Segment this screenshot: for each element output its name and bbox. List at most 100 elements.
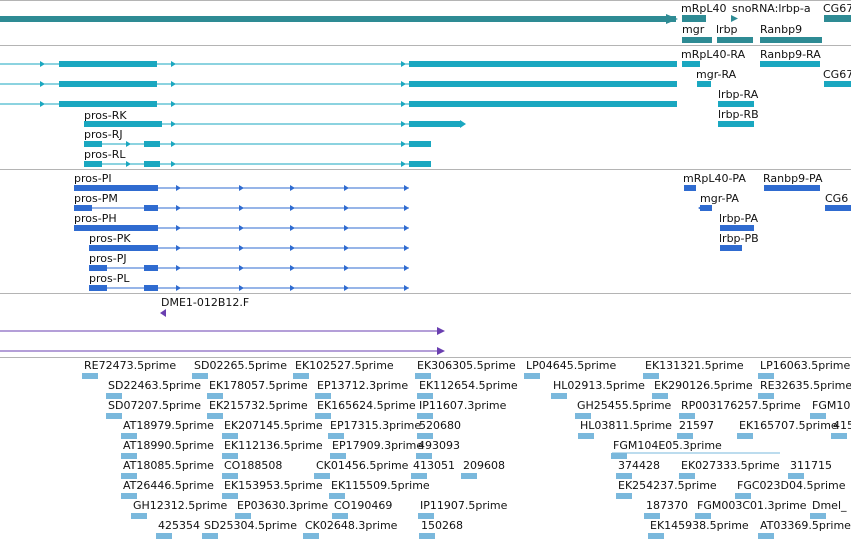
gene-label: snoRNA:lrbp-a <box>732 2 811 15</box>
est-feature[interactable] <box>758 373 774 379</box>
est-feature[interactable] <box>677 433 693 439</box>
mrpl40-pa-protein[interactable] <box>684 185 696 191</box>
ranbp9-pa-protein[interactable] <box>764 185 820 191</box>
est-feature[interactable] <box>332 513 348 519</box>
est-feature[interactable] <box>121 473 137 479</box>
est-feature[interactable] <box>419 533 435 539</box>
est-feature[interactable] <box>758 533 774 539</box>
est-feature[interactable] <box>314 473 330 479</box>
est-feature[interactable] <box>131 513 147 519</box>
est-feature[interactable] <box>207 393 223 399</box>
est-feature[interactable] <box>735 493 751 499</box>
est-feature[interactable] <box>810 513 826 519</box>
est-feature[interactable] <box>415 373 431 379</box>
strand-arrow <box>290 265 295 271</box>
est-feature[interactable] <box>417 393 433 399</box>
est-feature[interactable] <box>648 533 664 539</box>
est-feature[interactable] <box>235 513 251 519</box>
est-feature[interactable] <box>106 393 122 399</box>
est-feature[interactable] <box>192 373 208 379</box>
est-feature[interactable] <box>616 473 632 479</box>
mrpl40-ra-transcript[interactable] <box>682 61 700 67</box>
est-feature[interactable] <box>303 533 319 539</box>
est-feature[interactable] <box>293 373 309 379</box>
est-feature[interactable] <box>643 373 659 379</box>
est-feature[interactable] <box>222 433 238 439</box>
ranbp9-gene-span[interactable] <box>760 37 822 43</box>
cg67-transcript[interactable] <box>824 81 851 87</box>
clone-marker[interactable] <box>160 309 166 317</box>
transcript-row[interactable] <box>0 81 677 87</box>
est-feature[interactable] <box>222 453 238 459</box>
est-feature[interactable] <box>551 393 567 399</box>
clone-row[interactable] <box>0 327 445 335</box>
est-feature[interactable] <box>695 513 711 519</box>
strand-arrow <box>40 81 45 87</box>
lrbp-pb-protein[interactable] <box>720 245 742 251</box>
est-feature[interactable] <box>315 413 331 419</box>
est-feature[interactable] <box>578 433 594 439</box>
est-feature[interactable] <box>411 473 427 479</box>
est-feature[interactable] <box>788 473 804 479</box>
est-feature[interactable] <box>82 373 98 379</box>
protein-row[interactable] <box>89 245 409 251</box>
est-feature[interactable] <box>416 453 432 459</box>
est-feature[interactable] <box>524 373 540 379</box>
lrbp-gene-span[interactable] <box>717 37 753 43</box>
est-label: FGM10 <box>812 399 850 412</box>
pros-gene-span[interactable] <box>0 16 676 22</box>
strand-arrow <box>698 205 703 211</box>
est-feature[interactable] <box>652 393 668 399</box>
protein-row[interactable] <box>74 185 409 191</box>
transcript-row[interactable] <box>84 120 466 128</box>
strand-arrow <box>290 285 295 291</box>
snorna-gene-marker[interactable] <box>731 15 738 22</box>
protein-row[interactable] <box>89 285 409 291</box>
est-feature[interactable] <box>575 413 591 419</box>
est-feature[interactable] <box>417 433 433 439</box>
lrbp-rb-transcript[interactable] <box>718 121 754 127</box>
est-label: 374428 <box>618 459 660 472</box>
est-feature[interactable] <box>121 453 137 459</box>
est-feature[interactable] <box>679 473 695 479</box>
est-feature[interactable] <box>679 413 695 419</box>
est-feature[interactable] <box>329 493 345 499</box>
lrbp-pa-protein[interactable] <box>720 225 754 231</box>
est-feature[interactable] <box>418 513 434 519</box>
est-feature[interactable] <box>461 473 477 479</box>
est-feature[interactable] <box>106 413 122 419</box>
est-feature[interactable] <box>758 393 774 399</box>
est-feature[interactable] <box>417 413 433 419</box>
est-feature[interactable] <box>330 453 346 459</box>
transcript-row[interactable] <box>84 141 431 147</box>
est-feature[interactable] <box>202 533 218 539</box>
mrpl40-gene-span[interactable] <box>682 15 706 22</box>
lrbp-ra-transcript[interactable] <box>718 101 754 107</box>
transcript-row[interactable] <box>0 61 677 67</box>
transcript-row[interactable] <box>84 161 431 167</box>
est-feature[interactable] <box>611 453 627 459</box>
protein-label: pros-PI <box>74 172 112 185</box>
est-feature[interactable] <box>121 433 137 439</box>
est-feature[interactable] <box>831 433 847 439</box>
est-feature[interactable] <box>121 493 137 499</box>
mgr-gene-span[interactable] <box>682 37 712 43</box>
transcript-row[interactable] <box>0 101 677 107</box>
cg67-gene-span[interactable] <box>824 15 851 22</box>
protein-row[interactable] <box>89 265 409 271</box>
protein-row[interactable] <box>74 205 409 211</box>
est-feature[interactable] <box>156 533 172 539</box>
est-feature[interactable] <box>737 433 753 439</box>
est-feature[interactable] <box>328 433 344 439</box>
est-feature[interactable] <box>222 473 238 479</box>
strand-arrow <box>831 81 836 87</box>
strand-arrow <box>126 161 131 167</box>
est-feature[interactable] <box>810 413 826 419</box>
est-feature[interactable] <box>616 493 632 499</box>
protein-row[interactable] <box>74 225 409 231</box>
est-feature[interactable] <box>644 513 660 519</box>
est-feature[interactable] <box>207 413 223 419</box>
clone-row[interactable] <box>0 347 445 355</box>
est-feature[interactable] <box>315 393 331 399</box>
est-feature[interactable] <box>222 493 238 499</box>
